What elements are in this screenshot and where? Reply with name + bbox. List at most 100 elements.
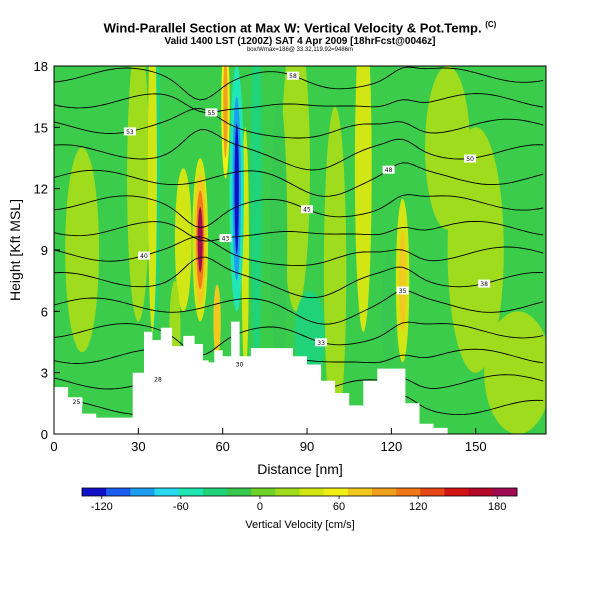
colorbar-swatch xyxy=(227,488,252,496)
colorbar-swatch xyxy=(178,488,204,496)
colorbar-swatch xyxy=(251,488,276,496)
velocity-field xyxy=(65,66,546,434)
x-tick-label: 150 xyxy=(465,439,487,454)
y-axis-label: Height [Kft MSL] xyxy=(7,199,23,301)
velocity-cell xyxy=(281,66,310,312)
contour-label-box xyxy=(123,127,136,136)
colorbar-tick-label: -60 xyxy=(173,501,189,513)
contour-label-box xyxy=(382,165,395,174)
velocity-cell xyxy=(147,66,157,332)
isentrope-line xyxy=(54,93,544,114)
y-tick-label: 3 xyxy=(41,366,48,381)
isentrope-line xyxy=(54,290,544,325)
velocity-cell xyxy=(484,311,546,434)
contour-label-box xyxy=(301,205,313,214)
velocity-cell xyxy=(174,168,192,312)
contour-label: 33 xyxy=(317,340,325,347)
x-axis: 0 30 60 90 120 150 xyxy=(50,428,487,454)
contour-label-box xyxy=(396,286,409,295)
isentrope-line xyxy=(54,129,544,171)
isentrope-line xyxy=(54,194,544,228)
contour-label-box xyxy=(138,251,150,260)
contour-label: 45 xyxy=(303,207,311,214)
x-tick-label: 30 xyxy=(131,439,145,454)
colorbar: -120 -60 0 60 120 180 xyxy=(81,487,518,513)
velocity-cell xyxy=(381,249,396,373)
colorbar-swatch xyxy=(420,488,445,496)
velocity-cell xyxy=(399,229,406,332)
contour-label: 43 xyxy=(222,236,230,243)
velocity-cell xyxy=(270,96,288,383)
colorbar-tick-label: -120 xyxy=(91,501,113,513)
y-tick-label: 15 xyxy=(34,120,48,135)
plot-area: 25 28 30 33 35 38 40 43 45 48 50 53 55 58 xyxy=(54,66,546,434)
velocity-cell xyxy=(234,123,239,255)
contour-label-box xyxy=(152,374,164,383)
velocity-cell xyxy=(354,66,372,332)
colorbar-swatch xyxy=(202,488,228,496)
colorbar-swatch xyxy=(106,488,131,496)
colorbar-tick-label: 180 xyxy=(488,501,506,513)
contour-label-box xyxy=(315,338,328,347)
contour-label: 25 xyxy=(73,399,81,406)
isentrope-line xyxy=(54,162,544,197)
velocity-cell xyxy=(223,66,228,158)
contour-label: 55 xyxy=(208,110,216,117)
colorbar-swatch xyxy=(275,488,300,496)
colorbar-frame xyxy=(81,487,518,497)
chart-info: box/Wmax=186@ 33.32,119.92=9486m xyxy=(246,47,354,53)
colorbar-swatch xyxy=(130,488,155,496)
colorbar-tick-label: 120 xyxy=(409,501,427,513)
colorbar-swatch xyxy=(82,488,107,496)
velocity-cell xyxy=(250,66,262,373)
terrain xyxy=(54,321,448,434)
x-tick-label: 90 xyxy=(300,439,314,454)
contour-label: 58 xyxy=(289,73,297,80)
isentrope-line xyxy=(54,256,544,299)
contour-label: 35 xyxy=(399,288,407,295)
y-tick-label: 12 xyxy=(34,182,48,197)
chart-subtitle: Valid 1400 LST (1200Z) SAT 4 Apr 2009 [1… xyxy=(164,36,436,47)
colorbar-swatch xyxy=(396,488,421,496)
y-axis: 0 3 6 9 12 15 18 xyxy=(34,59,60,442)
colorbar-swatch xyxy=(444,488,470,496)
contour-label: 53 xyxy=(126,129,134,136)
colorbar-tick-label: 60 xyxy=(333,501,345,513)
colorbar-swatch xyxy=(347,488,373,496)
contour-label: 28 xyxy=(154,376,162,383)
y-tick-label: 6 xyxy=(41,304,48,319)
contour-label: 48 xyxy=(385,167,393,174)
colorbar-swatch xyxy=(468,488,494,496)
contour-label-box xyxy=(464,154,477,163)
copyright-mark: (C) xyxy=(485,20,497,29)
contour-label-box xyxy=(233,360,246,369)
isentrope-line xyxy=(54,220,544,242)
contour-label: 30 xyxy=(236,362,244,369)
colorbar-swatch xyxy=(372,488,397,496)
colorbar-swatch xyxy=(323,488,349,496)
isentrope-line xyxy=(54,321,544,356)
contour-labels: 25 28 30 33 35 38 40 43 45 48 50 53 55 58 xyxy=(70,71,491,406)
contour-label: 50 xyxy=(466,156,474,163)
colorbar-swatch xyxy=(154,488,180,496)
x-axis-label: Distance [nm] xyxy=(257,461,343,477)
y-tick-label: 9 xyxy=(41,243,48,258)
x-tick-label: 120 xyxy=(381,439,403,454)
contour-label-box xyxy=(70,397,83,406)
isentrope-contours xyxy=(54,66,544,426)
colorbar-swatch xyxy=(492,488,518,496)
x-tick-label: 0 xyxy=(50,439,57,454)
colorbar-tick-label: 0 xyxy=(257,501,263,513)
y-tick-label: 0 xyxy=(41,427,48,442)
colorbar-label: Vertical Velocity [cm/s] xyxy=(245,519,354,531)
chart-title: Wind-Parallel Section at Max W: Vertical… xyxy=(103,20,497,36)
contour-label-box xyxy=(478,279,491,288)
contour-label: 40 xyxy=(140,253,148,260)
y-tick-label: 18 xyxy=(34,59,48,74)
x-tick-label: 60 xyxy=(215,439,229,454)
contour-label-box xyxy=(205,108,218,117)
colorbar-swatch xyxy=(299,488,325,496)
isentrope-line xyxy=(54,236,544,267)
contour-label-box xyxy=(219,234,232,242)
